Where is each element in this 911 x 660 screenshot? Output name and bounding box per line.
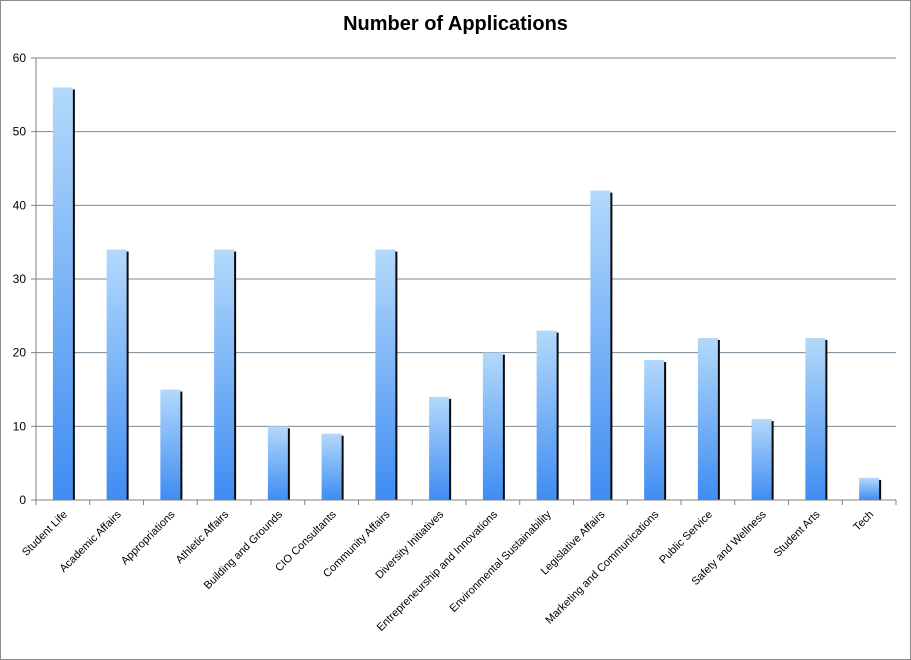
bar [429, 396, 450, 500]
y-tick-label: 50 [13, 125, 27, 139]
x-tick-label: Environmental Sustainability [448, 508, 555, 615]
x-tick-label: Student Arts [772, 508, 823, 559]
y-tick-label: 20 [13, 346, 27, 360]
x-tick-label: Athletic Affairs [174, 508, 232, 566]
bar [375, 249, 396, 500]
bar [160, 389, 181, 500]
bars [52, 87, 882, 500]
axes [31, 57, 897, 505]
bar [482, 352, 503, 500]
bar [536, 330, 557, 500]
x-tick-label: Marketing and Communications [543, 508, 661, 626]
y-tick-label: 10 [13, 419, 27, 433]
bar [859, 477, 880, 500]
bar [644, 360, 665, 500]
y-tick-label: 60 [13, 51, 27, 65]
y-tick-label: 40 [13, 198, 27, 212]
bar [590, 190, 611, 500]
x-tick-label: Public Service [657, 509, 715, 567]
bar [751, 418, 772, 500]
bar [321, 433, 342, 500]
x-tick-label: Appropriations [119, 508, 178, 567]
y-axis-ticks: 0 10 20 30 40 50 60 [13, 51, 27, 507]
x-tick-label: Tech [851, 509, 876, 534]
bar [52, 87, 73, 500]
chart-title: Number of Applications [343, 13, 568, 35]
x-tick-label: Student Life [20, 509, 70, 559]
y-tick-label: 30 [13, 272, 27, 286]
bar [267, 426, 288, 500]
y-tick-label: 0 [19, 493, 26, 507]
gridlines [36, 57, 896, 427]
bar [214, 249, 235, 500]
bar [697, 337, 718, 500]
bar [805, 337, 826, 500]
bar [106, 249, 127, 500]
